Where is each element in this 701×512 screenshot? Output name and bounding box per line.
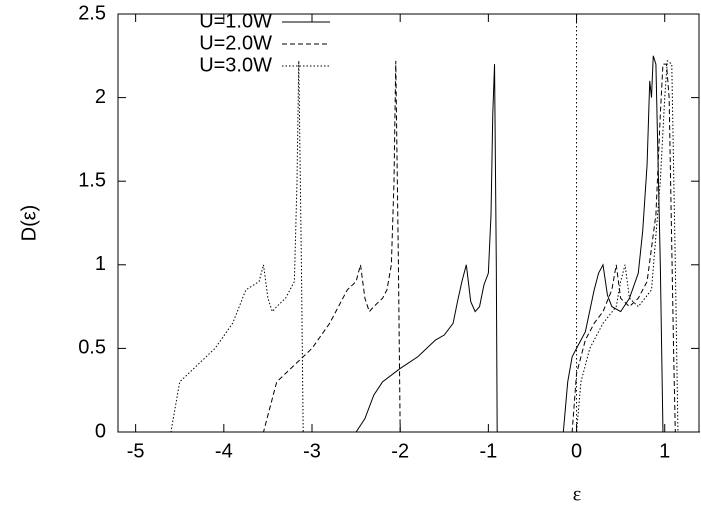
x-tick-label: 1 [659, 440, 670, 462]
x-tick-label: -3 [303, 440, 321, 462]
series-line [118, 60, 700, 433]
x-tick-label: -4 [215, 440, 233, 462]
x-tick-label: -1 [479, 440, 497, 462]
y-tick-label: 2.5 [78, 2, 106, 24]
legend-label: U=1.0W [199, 10, 272, 32]
x-tick-label: -5 [127, 440, 145, 462]
x-tick-label: -2 [391, 440, 409, 462]
legend-label: U=3.0W [199, 54, 272, 76]
y-tick-label: 2 [95, 86, 106, 108]
x-axis-label: ε [573, 484, 581, 506]
x-tick-label: 0 [571, 440, 582, 462]
plot-frame [117, 13, 700, 433]
y-axis-label: D(ε) [18, 205, 40, 242]
y-tick-label: 1 [95, 253, 106, 275]
y-tick-label: 0.5 [78, 337, 106, 359]
legend-label: U=2.0W [199, 32, 272, 54]
y-tick-label: 0 [95, 420, 106, 442]
series-line [118, 55, 700, 433]
series-line [118, 59, 700, 433]
y-tick-label: 1.5 [78, 169, 106, 191]
